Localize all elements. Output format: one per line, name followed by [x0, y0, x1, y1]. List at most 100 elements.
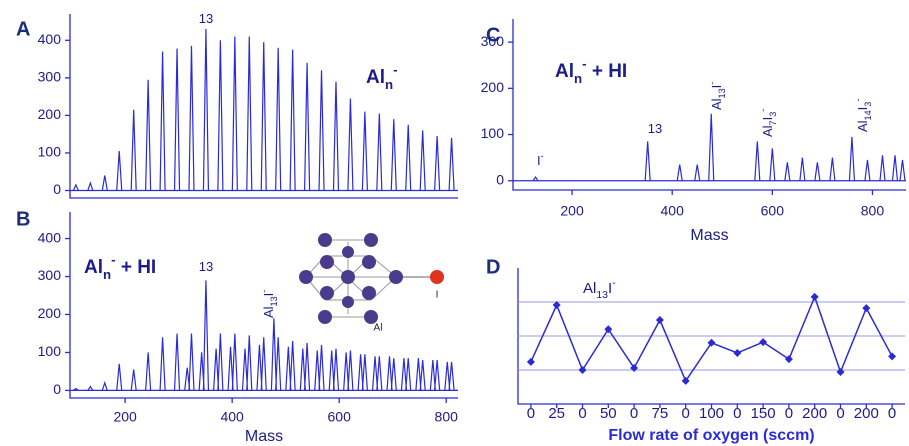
peak: [532, 175, 539, 182]
label-part: -: [853, 99, 863, 102]
data-point: [526, 357, 535, 366]
peak: [769, 148, 776, 181]
label-part: 13: [269, 296, 279, 306]
x-axis-label: Mass: [690, 227, 728, 244]
annotation: Al13I-: [259, 290, 279, 318]
label-part: + HI: [587, 61, 628, 82]
peak: [448, 361, 455, 391]
peak: [159, 51, 166, 191]
x-tick-label: 0: [836, 405, 844, 422]
x-tick-label: 75: [652, 405, 669, 422]
x-tick-label: 0: [785, 405, 793, 422]
x-tick-label: 0: [578, 405, 586, 422]
axes: [69, 212, 458, 399]
label-part: I: [261, 293, 276, 297]
peak: [405, 124, 412, 191]
x-tick-label: 25: [548, 405, 565, 422]
x-tick-label: 200: [802, 405, 827, 422]
peak: [386, 356, 393, 391]
peak: [314, 350, 321, 391]
y-tick-label: 300: [38, 267, 62, 283]
x-tick-label: 200: [854, 405, 879, 422]
peak: [303, 62, 311, 191]
data-point: [707, 338, 716, 347]
peak: [864, 159, 871, 181]
peak: [260, 337, 267, 391]
label-part: n: [574, 71, 582, 86]
panel-letter: C: [486, 24, 500, 46]
peak: [390, 358, 397, 391]
label-part: Al: [760, 125, 775, 137]
annotation: Al7I3-: [758, 109, 778, 137]
peak: [429, 359, 436, 391]
peak: [419, 359, 426, 391]
peak: [371, 356, 379, 391]
label-part: I: [855, 107, 870, 111]
peak: [270, 318, 278, 391]
label-part: n: [385, 77, 393, 92]
x-tick-label: 0: [527, 405, 535, 422]
axes: [517, 268, 905, 405]
label-part: -: [758, 109, 768, 112]
panel-letter: D: [486, 256, 500, 278]
peak: [361, 354, 368, 391]
peak: [72, 183, 79, 191]
x-tick-label: 200: [560, 203, 584, 219]
data-point: [630, 363, 639, 372]
x-axis-label: Mass: [245, 428, 283, 445]
peak: [202, 280, 210, 391]
inset-label: I: [436, 290, 439, 301]
peak: [87, 181, 94, 191]
data-point: [888, 352, 897, 361]
peak: [899, 159, 906, 181]
peak: [173, 48, 181, 191]
peak: [784, 162, 791, 181]
peak: [246, 36, 253, 191]
label-part: Al: [855, 120, 870, 132]
label-part: Al: [366, 67, 385, 88]
label-part: 3: [768, 112, 778, 117]
peak: [343, 352, 350, 391]
data-point: [862, 304, 871, 313]
data-point: [655, 316, 664, 325]
label-part: Al: [555, 61, 574, 82]
peak: [376, 356, 383, 391]
label-part: -: [612, 277, 616, 289]
peak: [275, 337, 282, 391]
data-point: [784, 355, 793, 364]
annotation: Aln-: [366, 62, 398, 92]
peak: [444, 361, 451, 391]
y-tick-label: 0: [53, 381, 61, 397]
inset-label: Al: [374, 323, 383, 334]
peak: [231, 333, 238, 391]
peak: [145, 352, 152, 391]
x-tick-label: 400: [661, 203, 685, 219]
x-tick-label: 0: [888, 405, 896, 422]
x-tick-label: 100: [699, 405, 724, 422]
peak: [285, 346, 292, 391]
peak: [829, 157, 836, 181]
annotation: Al13I-: [583, 277, 616, 301]
label-part: 13: [648, 121, 662, 136]
peak: [173, 333, 181, 391]
peak: [256, 344, 263, 391]
axes: [69, 14, 458, 199]
label-part: I: [760, 117, 775, 121]
peak: [848, 136, 856, 181]
y-tick-label: 300: [481, 33, 505, 49]
peak: [241, 348, 249, 391]
peak: [361, 111, 368, 191]
peak: [419, 130, 426, 191]
peak: [376, 113, 383, 191]
peak: [332, 81, 340, 191]
peak: [101, 380, 108, 391]
label-part: 13: [199, 11, 213, 26]
peak: [130, 369, 137, 391]
peak: [116, 151, 123, 191]
peak: [754, 141, 761, 181]
peak: [357, 354, 364, 391]
x-tick-label: 800: [861, 203, 885, 219]
peak: [434, 136, 441, 191]
peak: [799, 157, 806, 181]
data-point: [552, 301, 561, 310]
